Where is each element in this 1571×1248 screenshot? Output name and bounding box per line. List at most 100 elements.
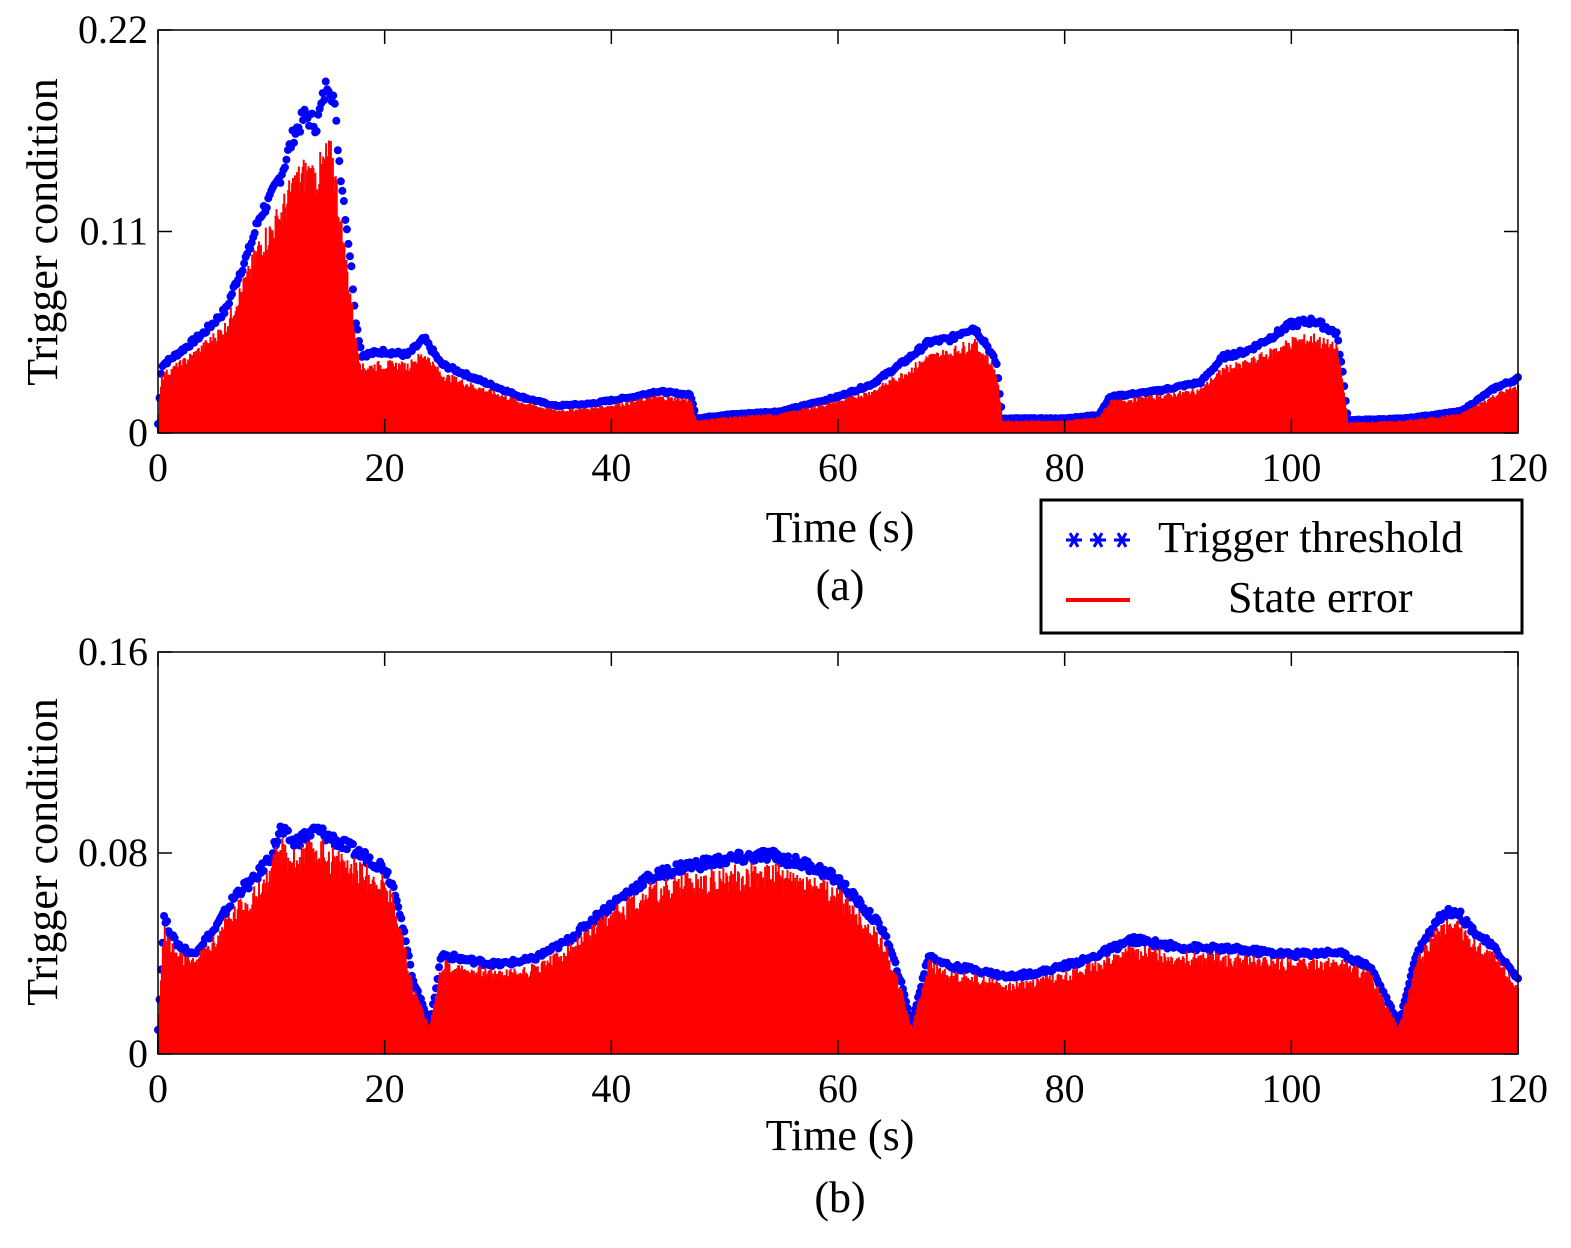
threshold-marker [406,960,415,969]
threshold-marker [308,109,317,118]
threshold-marker [342,225,351,234]
threshold-marker [897,977,906,986]
threshold-marker [244,884,253,893]
threshold-marker [784,852,793,861]
threshold-marker [283,826,292,835]
y-tick-label: 0.08 [78,830,148,875]
threshold-marker [339,197,348,206]
panel-a-caption: (a) [816,561,865,610]
y-tick-label: 0 [128,1031,148,1076]
x-tick-label: 80 [1045,445,1085,490]
threshold-marker [361,848,370,857]
panel-a-plot-area [154,29,1522,434]
threshold-marker [347,262,356,271]
threshold-marker [336,177,345,186]
x-tick-label: 80 [1045,1066,1085,1111]
threshold-marker [333,146,342,155]
threshold-marker [1332,328,1341,337]
threshold-marker [259,866,268,875]
legend-asterisk-marker-stroke [1092,532,1104,548]
state-error-series [157,838,1519,1054]
threshold-marker [246,244,255,253]
panel-a-y-axis-title: Trigger condition [18,78,67,386]
threshold-marker [290,138,298,147]
threshold-marker [306,831,315,840]
y-tick-label: 0.22 [78,7,148,52]
y-tick-label: 0 [128,410,148,455]
x-tick-label: 40 [591,1066,631,1111]
threshold-marker [318,824,327,833]
threshold-marker [342,845,351,854]
threshold-marker [992,360,1001,369]
threshold-marker [348,285,357,294]
threshold-marker [163,917,172,926]
threshold-marker [1406,972,1415,981]
legend-asterisk-marker [1066,532,1082,548]
threshold-marker [345,252,354,261]
panel-b-caption: (b) [814,1173,865,1222]
x-tick-label: 20 [365,445,405,490]
x-tick-label: 20 [365,1066,405,1111]
threshold-marker [320,96,329,105]
threshold-marker [220,309,229,318]
legend-asterisk-marker [1090,532,1106,548]
threshold-marker [394,903,403,912]
threshold-marker [392,896,401,905]
legend-error-label: State error [1228,573,1413,622]
legend-threshold-label: Trigger threshold [1158,513,1463,562]
x-tick-label: 60 [818,1066,858,1111]
threshold-marker [238,266,247,275]
threshold-marker [344,239,353,248]
threshold-marker [397,914,406,923]
x-tick-label: 120 [1488,445,1548,490]
y-tick-label: 0.11 [79,209,148,254]
x-tick-label: 60 [818,445,858,490]
threshold-marker [348,840,357,849]
threshold-marker [276,178,285,187]
threshold-marker [756,854,765,863]
threshold-marker [226,902,235,911]
threshold-marker [353,325,362,334]
threshold-marker [312,127,321,136]
threshold-marker [356,343,365,352]
state-error-series [157,140,1519,433]
threshold-marker [401,937,410,946]
threshold-marker [1334,336,1343,345]
panel-a: 0 0.11 0.22 0 20 40 60 80 100 120 Time (s) Trigg… [18,7,1548,610]
legend-asterisk-marker-stroke [1068,532,1080,548]
panel-a-x-ticks: 0 20 40 60 80 100 120 [148,30,1548,490]
legend: Trigger threshold State error [1039,498,1524,635]
legend-threshold-swatch [1066,532,1130,548]
threshold-marker [404,951,413,960]
threshold-marker [330,99,339,108]
y-tick-label: 0.16 [78,629,148,674]
threshold-marker [282,155,291,164]
panel-b-x-ticks: 0 20 40 60 80 100 120 [148,652,1548,1111]
threshold-marker [865,906,874,915]
panel-b-y-ticks: 0 0.08 0.16 [78,629,1518,1076]
threshold-marker [280,163,289,172]
x-tick-label: 100 [1261,1066,1321,1111]
legend-asterisk-marker [1114,532,1130,548]
threshold-marker [882,932,891,941]
legend-asterisk-marker-stroke [1116,532,1128,548]
threshold-marker [389,883,398,892]
threshold-marker [341,215,350,224]
x-tick-label: 100 [1261,445,1321,490]
threshold-marker [329,91,338,100]
threshold-marker [170,933,179,942]
panel-a-y-ticks: 0 0.11 0.22 [78,7,1518,455]
panel-b: 0 0.08 0.16 0 20 40 60 80 100 120 Time (s) Trigg… [18,629,1548,1222]
threshold-marker [228,290,237,299]
threshold-marker [435,963,444,972]
threshold-marker [332,116,341,125]
panel-a-x-axis-title: Time (s) [766,503,915,552]
threshold-marker [157,369,166,378]
x-tick-label: 0 [148,1066,168,1111]
legend-box [1039,498,1524,635]
threshold-marker [639,881,648,890]
panel-b-plot-area [154,651,1522,1055]
x-tick-label: 0 [148,445,168,490]
threshold-marker [841,879,850,888]
